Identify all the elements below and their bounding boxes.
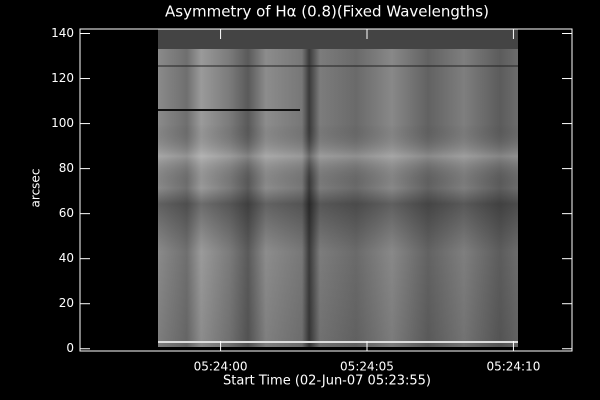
y-tick-label: 60 [59,206,74,220]
x-tick-label: 05:24:05 [340,360,394,374]
chart-title: Asymmetry of Hα (0.8)(Fixed Wavelengths) [165,3,489,21]
image [158,29,518,347]
plot-frame [79,28,573,352]
y-tick-label: 100 [51,116,74,130]
y-tick-label: 20 [59,296,74,310]
y-tick-label: 120 [51,71,74,85]
image-noise-band [158,29,518,49]
y-tick-label: 40 [59,251,74,265]
y-tick-label: 0 [66,341,74,355]
y-tick-label: 140 [51,26,74,40]
x-tick-label: 05:24:10 [486,360,540,374]
image-shading [158,29,518,347]
x-axis-label: Start Time (02-Jun-07 05:23:55) [223,374,431,389]
y-tick-label: 80 [59,161,74,175]
x-tick-label: 05:24:00 [194,360,248,374]
y-axis-label: arcsec [29,169,43,208]
